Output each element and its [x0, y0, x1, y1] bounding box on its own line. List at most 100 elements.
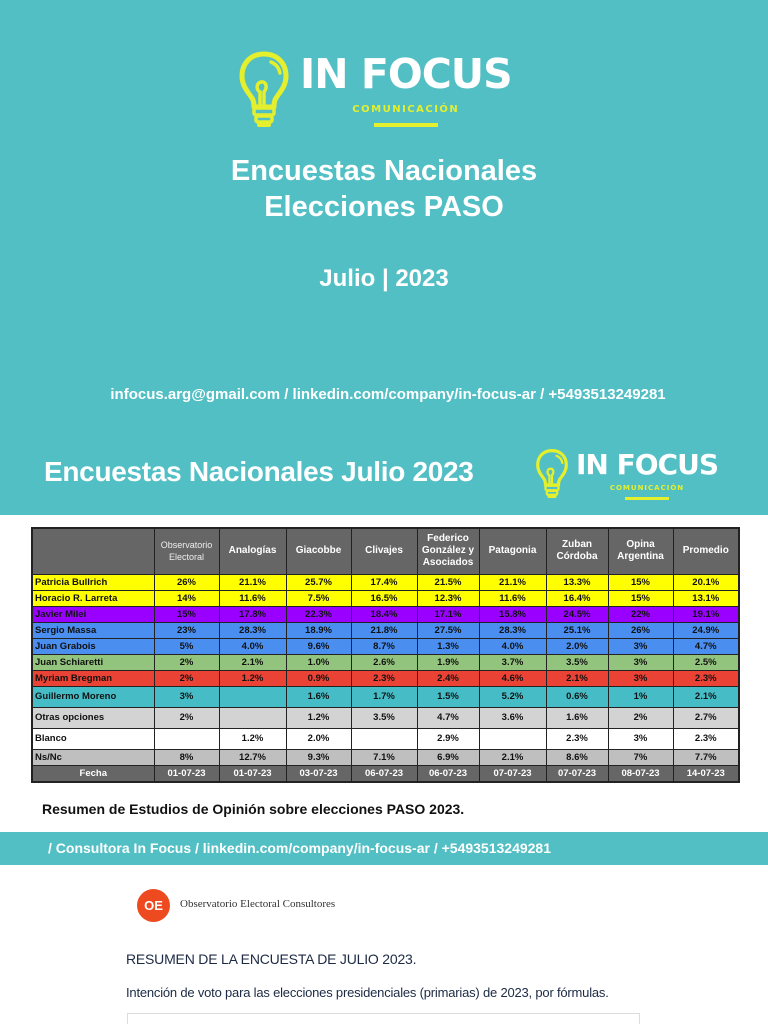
- candidate-name: Juan Grabois: [31, 637, 155, 655]
- poll-table: Observatorio Electoral Analogías Giacobb…: [31, 527, 740, 783]
- poll-value-cell: 2.3%: [672, 669, 740, 687]
- column-header: Opina Argentina: [607, 527, 674, 575]
- poll-value-cell: 1.6%: [285, 685, 352, 708]
- poll-value-cell: 2.5%: [672, 653, 740, 671]
- poll-value-cell: 21.1%: [478, 573, 547, 591]
- poll-value-cell: 8.6%: [545, 748, 609, 766]
- poll-value-cell: 12.3%: [416, 589, 480, 607]
- poll-value-cell: 2%: [153, 669, 220, 687]
- column-header: [31, 527, 155, 575]
- lightbulb-icon: [536, 448, 568, 499]
- candidate-name: Horacio R. Larreta: [31, 589, 155, 607]
- poll-value-cell: [350, 727, 418, 750]
- date-cell: 07-07-23: [545, 764, 609, 783]
- poll-value-cell: 2%: [153, 706, 220, 729]
- cover-title-line1: Encuestas Nacionales: [230, 155, 538, 187]
- poll-value-cell: 5.2%: [478, 685, 547, 708]
- poll-value-cell: 4.6%: [478, 669, 547, 687]
- poll-value-cell: 4.7%: [672, 637, 740, 655]
- logo-underline: [373, 123, 438, 127]
- table-row: Guillermo Moreno 3% 1.6% 1.7% 1.5% 5.2% 0.6% 1%…: [31, 685, 740, 708]
- doc-heading: RESUMEN DE LA ENCUESTA DE JULIO 2023.: [126, 951, 417, 967]
- poll-value-cell: 0.9%: [285, 669, 352, 687]
- poll-value-cell: 7.5%: [285, 589, 352, 607]
- doc-subheading: Intención de voto para las elecciones pr…: [126, 985, 609, 1000]
- poll-value-cell: 7.7%: [672, 748, 740, 766]
- poll-value-cell: 1.2%: [285, 706, 352, 729]
- table-row: Patricia Bullrich 26% 21.1% 25.7% 17.4% 21.5%…: [31, 573, 740, 591]
- poll-value-cell: 3%: [607, 653, 674, 671]
- date-cell: 01-07-23: [153, 764, 220, 783]
- poll-value-cell: 4.0%: [218, 637, 287, 655]
- slide2-header: Encuestas Nacionales Julio 2023 IN FOCUS…: [0, 436, 768, 515]
- poll-value-cell: 5%: [153, 637, 220, 655]
- table-row: Juan Schiaretti 2% 2.1% 1.0% 2.6% 1.9% 3.7% 3.5…: [31, 653, 740, 671]
- poll-value-cell: 9.3%: [285, 748, 352, 766]
- poll-value-cell: 2.1%: [218, 653, 287, 671]
- poll-value-cell: 23%: [153, 621, 220, 639]
- poll-value-cell: 3.6%: [478, 706, 547, 729]
- table-row: Javier Milei 15% 17.8% 22.3% 18.4% 17.1% 15.8%…: [31, 605, 740, 623]
- poll-value-cell: 1.9%: [416, 653, 480, 671]
- candidate-name: Patricia Bullrich: [31, 573, 155, 591]
- candidate-name: Guillermo Moreno: [31, 685, 155, 708]
- column-header: Zuban Córdoba: [545, 527, 609, 575]
- contact-band-text: / Consultora In Focus / linkedin.com/com…: [48, 840, 552, 856]
- date-cell: 01-07-23: [218, 764, 287, 783]
- poll-value-cell: 24.5%: [545, 605, 609, 623]
- poll-value-cell: 15.8%: [478, 605, 547, 623]
- poll-value-cell: 3%: [153, 685, 220, 708]
- poll-value-cell: 16.4%: [545, 589, 609, 607]
- table-row: Juan Grabois 5% 4.0% 9.6% 8.7% 1.3% 4.0% 2.0% 3%…: [31, 637, 740, 655]
- cover-slide: IN FOCUS COMUNICACIÓN Encuestas Nacional…: [0, 0, 768, 436]
- poll-value-cell: 3%: [607, 637, 674, 655]
- poll-value-cell: 22%: [607, 605, 674, 623]
- poll-value-cell: 28.3%: [478, 621, 547, 639]
- poll-value-cell: 3.5%: [545, 653, 609, 671]
- poll-value-cell: 0.6%: [545, 685, 609, 708]
- poll-value-cell: 13.3%: [545, 573, 609, 591]
- poll-value-cell: 25.1%: [545, 621, 609, 639]
- poll-value-cell: 16.5%: [350, 589, 418, 607]
- poll-value-cell: 17.1%: [416, 605, 480, 623]
- poll-value-cell: 2%: [153, 653, 220, 671]
- date-cell: 03-07-23: [285, 764, 352, 783]
- table-caption: Resumen de Estudios de Opinión sobre ele…: [42, 801, 465, 817]
- poll-value-cell: 2.3%: [545, 727, 609, 750]
- date-cell: 06-07-23: [350, 764, 418, 783]
- poll-value-cell: 21.5%: [416, 573, 480, 591]
- candidate-name: Otras opciones: [31, 706, 155, 729]
- table-row: Blanco 1.2% 2.0% 2.9% 2.3% 3% 2.3%: [31, 727, 740, 750]
- poll-value-cell: 18.9%: [285, 621, 352, 639]
- poll-value-cell: 15%: [607, 573, 674, 591]
- poll-value-cell: 2.6%: [350, 653, 418, 671]
- cover-title-line2: Elecciones PASO: [264, 191, 504, 223]
- poll-value-cell: 8.7%: [350, 637, 418, 655]
- poll-value-cell: 2%: [607, 706, 674, 729]
- candidate-name: Juan Schiaretti: [31, 653, 155, 671]
- logo-sub-text: COMUNICACIÓN: [352, 104, 460, 115]
- table-row: Horacio R. Larreta 14% 11.6% 7.5% 16.5% 12.3%…: [31, 589, 740, 607]
- cover-title: Encuestas Nacionales Elecciones PASO: [0, 153, 768, 225]
- column-header: Analogías: [218, 527, 287, 575]
- poll-value-cell: 2.1%: [478, 748, 547, 766]
- poll-value-cell: 3.7%: [478, 653, 547, 671]
- contact-band: / Consultora In Focus / linkedin.com/com…: [0, 832, 768, 865]
- logo-underline: [624, 497, 669, 500]
- infocus-logo: IN FOCUS COMUNICACIÓN: [238, 50, 513, 130]
- logo-brand-text: IN FOCUS: [576, 448, 719, 481]
- column-header: Giacobbe: [285, 527, 352, 575]
- candidate-name: Javier Milei: [31, 605, 155, 623]
- poll-value-cell: 15%: [607, 589, 674, 607]
- poll-value-cell: 12.7%: [218, 748, 287, 766]
- poll-value-cell: 9.6%: [285, 637, 352, 655]
- poll-value-cell: 17.8%: [218, 605, 287, 623]
- infocus-logo-small: IN FOCUS COMUNICACIÓN: [534, 448, 719, 500]
- poll-value-cell: 3%: [607, 669, 674, 687]
- date-row: Fecha 01-07-23 01-07-23 03-07-23 06-07-23 06-…: [31, 764, 740, 783]
- table-row: Sergio Massa 23% 28.3% 18.9% 21.8% 27.5% 28.3%…: [31, 621, 740, 639]
- poll-value-cell: 2.3%: [350, 669, 418, 687]
- cover-contact: infocus.arg@gmail.com / linkedin.com/com…: [110, 386, 666, 403]
- table-row: Ns/Nc 8% 12.7% 9.3% 7.1% 6.9% 2.1% 8.6% 7% 7.7%: [31, 748, 740, 766]
- poll-value-cell: [218, 706, 287, 729]
